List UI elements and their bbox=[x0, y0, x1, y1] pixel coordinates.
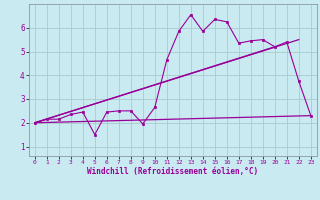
X-axis label: Windchill (Refroidissement éolien,°C): Windchill (Refroidissement éolien,°C) bbox=[87, 167, 258, 176]
